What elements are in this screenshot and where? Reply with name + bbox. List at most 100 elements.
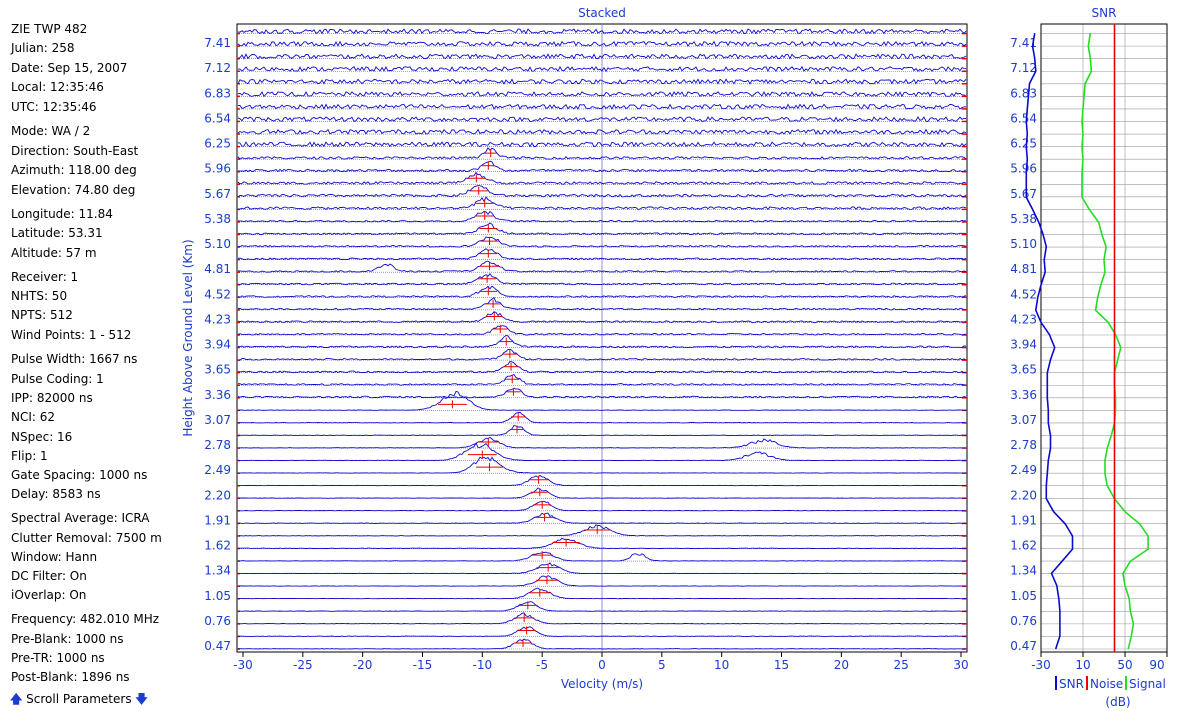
spectrum-trace <box>237 537 967 549</box>
height-tick-label: 3.07 <box>204 413 231 427</box>
height-tick-label: 6.54 <box>204 111 231 125</box>
param-21: Flip: 1 <box>11 449 48 463</box>
height-tick-label: 7.41 <box>204 36 231 50</box>
velocity-tick-label: -20 <box>353 658 373 672</box>
snr-height-tick-label: 7.41 <box>1010 36 1037 50</box>
spectrum-trace <box>237 285 967 298</box>
spectrum-trace <box>237 500 966 512</box>
stacked-title: Stacked <box>578 6 626 20</box>
velocity-tick-label: 10 <box>714 658 729 672</box>
velocity-tick-label: -10 <box>473 658 493 672</box>
velocity-tick-label: -5 <box>536 658 548 672</box>
spectrum-trace <box>237 171 967 185</box>
height-tick-label: 1.62 <box>204 539 231 553</box>
height-axis-label: Height Above Ground Level (Km) <box>181 239 195 436</box>
snr-tick-label: 90 <box>1149 658 1164 672</box>
height-tick-label: 6.83 <box>204 86 231 100</box>
height-tick-label: 0.47 <box>204 639 231 653</box>
height-tick-label: 1.05 <box>204 589 231 603</box>
snr-height-tick-label: 4.52 <box>1010 287 1037 301</box>
arrow-up-icon[interactable]: 🡅 <box>10 692 23 706</box>
spectrum-trace <box>237 236 967 248</box>
spectrum-trace <box>237 474 967 487</box>
snr-height-tick-label: 3.07 <box>1010 413 1037 427</box>
spectrum-trace <box>237 196 967 211</box>
spectrum-trace <box>237 335 967 349</box>
spectrum-trace <box>237 587 966 600</box>
snr-height-tick-label: 2.49 <box>1010 463 1037 477</box>
height-tick-label: 1.34 <box>204 564 231 578</box>
legend-snr-label: SNR <box>1059 677 1084 691</box>
param-5: Mode: WA / 2 <box>11 124 91 138</box>
arrow-down-icon[interactable]: 🡇 <box>135 692 148 706</box>
height-tick-label: 5.38 <box>204 212 231 226</box>
snr-unit-label: (dB) <box>1105 695 1130 708</box>
param-14: NPTS: 512 <box>11 308 73 322</box>
spectrum-trace <box>237 103 967 110</box>
param-19: NCI: 62 <box>11 410 56 424</box>
spectrum-trace <box>237 325 967 336</box>
spectrum-trace <box>237 424 967 436</box>
snr-height-tick-label: 6.83 <box>1010 86 1037 100</box>
height-tick-label: 4.23 <box>204 312 231 326</box>
spectrum-trace <box>237 575 967 587</box>
height-tick-label: 5.10 <box>204 237 231 251</box>
snr-height-tick-label: 3.94 <box>1010 338 1037 352</box>
spectrum-trace <box>238 456 966 474</box>
param-17: Pulse Coding: 1 <box>11 372 104 386</box>
param-3: Local: 12:35:46 <box>11 80 104 94</box>
scroll-parameters[interactable]: 🡅 Scroll Parameters 🡇 <box>10 690 148 711</box>
height-tick-label: 3.94 <box>204 338 231 352</box>
param-31: Pre-TR: 1000 ns <box>11 651 105 665</box>
height-tick-label: 4.81 <box>204 262 231 276</box>
spectrum-trace <box>238 222 967 236</box>
spectrum-trace <box>237 260 967 273</box>
snr-height-tick-label: 5.67 <box>1010 187 1037 201</box>
height-tick-label: 6.25 <box>204 137 231 151</box>
snr-tick-label: 50 <box>1117 658 1132 672</box>
spectrum-trace <box>237 311 967 323</box>
spectrum-trace <box>237 40 967 47</box>
param-27: DC Filter: On <box>11 569 87 583</box>
spectrum-trace <box>237 601 967 612</box>
height-tick-label: 2.78 <box>204 438 231 452</box>
snr-height-tick-label: 2.20 <box>1010 488 1037 502</box>
height-tick-label: 7.12 <box>204 61 231 75</box>
legend-signal-label: Signal <box>1129 677 1166 691</box>
velocity-tick-label: 20 <box>834 658 849 672</box>
height-tick-label: 3.36 <box>204 388 231 402</box>
height-tick-label: 0.76 <box>204 614 231 628</box>
param-10: Latitude: 53.31 <box>11 226 103 240</box>
velocity-tick-label: -25 <box>293 658 313 672</box>
param-16: Pulse Width: 1667 ns <box>11 352 138 366</box>
spectrum-trace <box>237 360 967 374</box>
spectrum-trace <box>238 638 967 650</box>
spectrum-trace <box>237 128 967 135</box>
snr-height-tick-label: 6.54 <box>1010 111 1037 125</box>
velocity-tick-label: -30 <box>233 658 253 672</box>
spectrum-trace <box>237 411 967 424</box>
height-tick-label: 3.65 <box>204 363 231 377</box>
param-28: iOverlap: On <box>11 588 87 602</box>
spectrum-trace <box>237 141 967 148</box>
param-6: Direction: South-East <box>11 144 139 158</box>
snr-series-signal <box>1081 32 1149 650</box>
spectrum-trace <box>237 160 967 173</box>
height-tick-label: 1.91 <box>204 513 231 527</box>
scroll-parameters-label[interactable]: Scroll Parameters <box>26 692 132 706</box>
spectrum-trace <box>237 210 967 223</box>
param-26: Window: Hann <box>11 550 98 564</box>
spectrum-trace <box>237 78 967 85</box>
snr-height-tick-label: 2.78 <box>1010 438 1037 452</box>
snr-height-tick-label: 4.81 <box>1010 262 1037 276</box>
velocity-tick-label: 15 <box>774 658 789 672</box>
snr-height-tick-label: 3.65 <box>1010 363 1037 377</box>
param-22: Gate Spacing: 1000 ns <box>11 468 148 482</box>
param-13: NHTS: 50 <box>11 289 68 303</box>
velocity-tick-label: -15 <box>413 658 433 672</box>
spectrum-trace <box>237 146 967 160</box>
snr-height-tick-label: 5.96 <box>1010 162 1037 176</box>
snr-title: SNR <box>1092 6 1117 20</box>
height-tick-label: 5.96 <box>204 162 231 176</box>
